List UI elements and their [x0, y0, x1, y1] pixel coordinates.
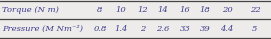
Text: 39: 39 [200, 25, 210, 33]
Text: Pressure (M Nm⁻²): Pressure (M Nm⁻²) [2, 25, 83, 33]
Text: 5: 5 [252, 25, 258, 33]
Text: 33: 33 [180, 25, 190, 33]
Text: 2.6: 2.6 [156, 25, 170, 33]
Text: 18: 18 [200, 6, 210, 14]
Text: 22: 22 [250, 6, 260, 14]
Text: 4.4: 4.4 [220, 25, 234, 33]
Text: 20: 20 [222, 6, 232, 14]
Text: 8: 8 [97, 6, 103, 14]
Text: 2: 2 [140, 25, 146, 33]
Text: 16: 16 [180, 6, 190, 14]
Text: 0.8: 0.8 [93, 25, 107, 33]
Text: 14: 14 [158, 6, 168, 14]
Text: 1.4: 1.4 [114, 25, 128, 33]
Text: Torque (N m): Torque (N m) [2, 6, 59, 14]
Text: 10: 10 [116, 6, 126, 14]
Text: 12: 12 [138, 6, 149, 14]
